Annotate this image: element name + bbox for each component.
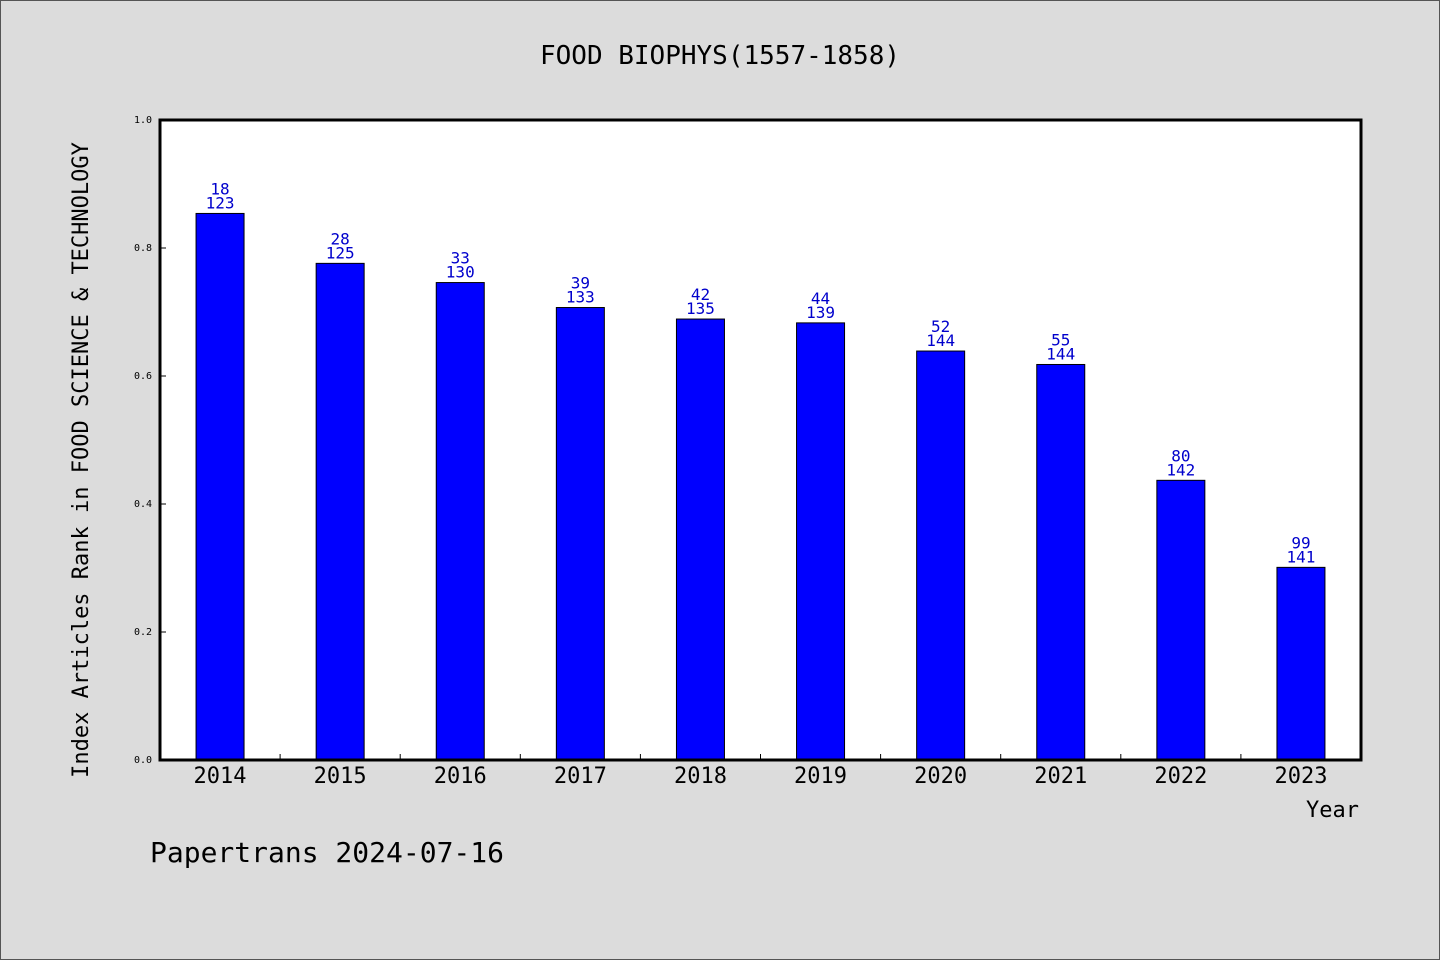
- data-label-bottom: 135: [686, 299, 715, 318]
- y-tick-label: 0.8: [134, 243, 152, 254]
- x-tick-label: 2020: [914, 764, 967, 789]
- x-tick-label: 2021: [1034, 764, 1087, 789]
- x-axis-label: Year: [1306, 798, 1359, 823]
- plot-area: 0.00.20.40.60.81.01812320142812520153313…: [134, 115, 1363, 789]
- y-tick-label: 0.0: [134, 755, 152, 766]
- x-tick-label: 2014: [194, 764, 247, 789]
- bar-2015: [315, 262, 365, 761]
- data-label-top: 18: [210, 179, 229, 198]
- data-label-bottom: 144: [926, 331, 955, 350]
- y-tick-label: 0.6: [134, 371, 152, 382]
- bar-2018: [675, 318, 725, 761]
- data-label-top: 42: [691, 285, 710, 304]
- bar-2022: [1156, 479, 1206, 761]
- plot-border: [158, 118, 1363, 762]
- data-label-top: 55: [1051, 330, 1070, 349]
- bar-2014: [195, 212, 245, 761]
- bar-2017: [555, 307, 605, 761]
- x-tick-label: 2016: [434, 764, 487, 789]
- data-label-bottom: 139: [806, 303, 835, 322]
- data-label-top: 99: [1291, 533, 1310, 552]
- x-tick-label: 2018: [674, 764, 727, 789]
- data-label-bottom: 125: [326, 243, 355, 262]
- x-tick-label: 2019: [794, 764, 847, 789]
- x-tick-label: 2023: [1274, 764, 1327, 789]
- data-label-bottom: 133: [566, 288, 595, 307]
- bar-2020: [916, 350, 966, 761]
- bar-2021: [1036, 363, 1086, 761]
- y-tick-label: 1.0: [134, 115, 152, 126]
- y-tick-label: 0.4: [134, 499, 152, 510]
- x-tick-label: 2015: [314, 764, 367, 789]
- bar-2016: [435, 282, 485, 761]
- data-label-top: 39: [571, 274, 590, 293]
- data-label-bottom: 142: [1166, 460, 1195, 479]
- data-label-top: 33: [451, 249, 470, 268]
- data-label-top: 28: [331, 229, 350, 248]
- y-tick-label: 0.2: [134, 627, 152, 638]
- chart-title: FOOD BIOPHYS(1557-1858): [540, 41, 900, 71]
- data-label-bottom: 123: [206, 193, 235, 212]
- data-label-bottom: 130: [446, 263, 475, 282]
- footer-watermark: Papertrans 2024-07-16: [150, 836, 504, 869]
- x-tick-label: 2022: [1154, 764, 1207, 789]
- data-label-top: 44: [811, 289, 830, 308]
- bar-2023: [1276, 566, 1326, 761]
- x-tick-label: 2017: [554, 764, 607, 789]
- y-axis-label: Index Articles Rank in FOOD SCIENCE & TE…: [69, 142, 94, 778]
- data-label-bottom: 141: [1286, 547, 1315, 566]
- data-label-top: 80: [1171, 446, 1190, 465]
- bar-2019: [796, 322, 846, 761]
- data-label-top: 52: [931, 317, 950, 336]
- data-label-bottom: 144: [1046, 344, 1075, 363]
